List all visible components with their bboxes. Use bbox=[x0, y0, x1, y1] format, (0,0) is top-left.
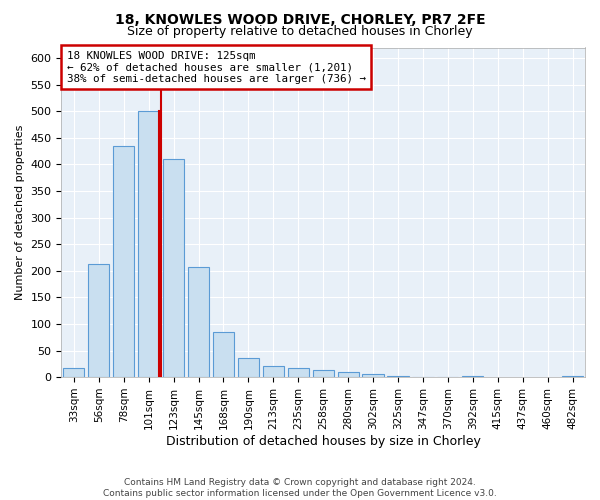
Text: 18, KNOWLES WOOD DRIVE, CHORLEY, PR7 2FE: 18, KNOWLES WOOD DRIVE, CHORLEY, PR7 2FE bbox=[115, 12, 485, 26]
Bar bbox=[362, 374, 383, 377]
Bar bbox=[188, 267, 209, 377]
Bar bbox=[462, 376, 484, 377]
X-axis label: Distribution of detached houses by size in Chorley: Distribution of detached houses by size … bbox=[166, 434, 481, 448]
Text: Contains HM Land Registry data © Crown copyright and database right 2024.
Contai: Contains HM Land Registry data © Crown c… bbox=[103, 478, 497, 498]
Bar bbox=[313, 370, 334, 377]
Bar bbox=[562, 376, 583, 377]
Bar bbox=[388, 376, 409, 377]
Bar bbox=[163, 159, 184, 377]
Bar bbox=[88, 264, 109, 377]
Bar bbox=[437, 376, 458, 377]
Text: 18 KNOWLES WOOD DRIVE: 125sqm
← 62% of detached houses are smaller (1,201)
38% o: 18 KNOWLES WOOD DRIVE: 125sqm ← 62% of d… bbox=[67, 51, 365, 84]
Bar bbox=[63, 368, 85, 377]
Bar bbox=[138, 112, 159, 377]
Bar bbox=[412, 376, 434, 377]
Bar bbox=[338, 372, 359, 377]
Bar bbox=[287, 368, 309, 377]
Bar bbox=[238, 358, 259, 377]
Text: Size of property relative to detached houses in Chorley: Size of property relative to detached ho… bbox=[127, 25, 473, 38]
Bar bbox=[213, 332, 234, 377]
Bar bbox=[263, 366, 284, 377]
Bar bbox=[113, 146, 134, 377]
Y-axis label: Number of detached properties: Number of detached properties bbox=[15, 124, 25, 300]
